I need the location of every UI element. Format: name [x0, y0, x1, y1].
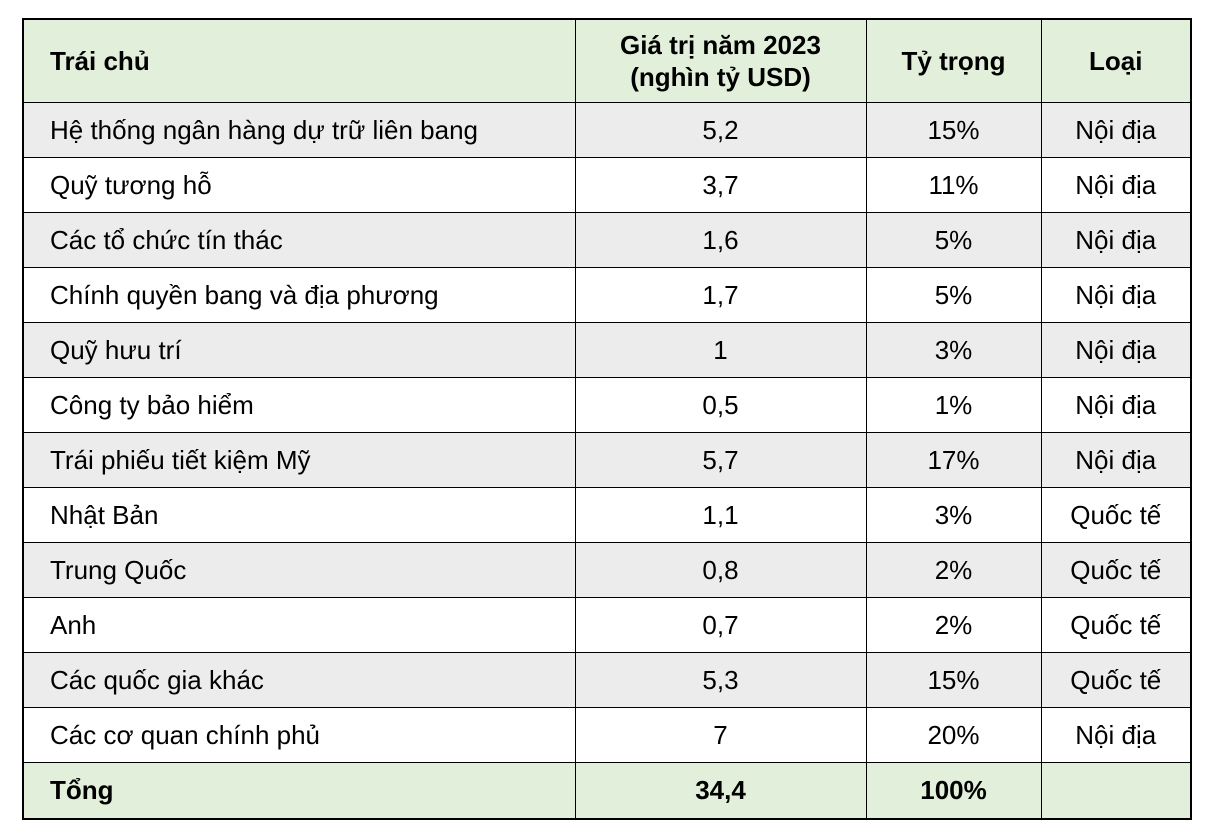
header-row: Trái chủ Giá trị năm 2023 (nghìn tỷ USD) T…: [22, 18, 1192, 103]
value-cell: Quốc tế: [1040, 652, 1192, 708]
header-cell: Trái chủ: [22, 18, 576, 103]
table-row: Các cơ quan chính phủ 7 20% Nội địa: [22, 707, 1192, 763]
value-cell: 0,8: [574, 542, 867, 598]
value-cell: Nội địa: [1040, 212, 1192, 268]
header-cell: Giá trị năm 2023 (nghìn tỷ USD): [574, 18, 867, 103]
total-label-cell: Tổng: [22, 762, 576, 820]
value-cell: Nội địa: [1040, 432, 1192, 488]
value-cell: Nội địa: [1040, 707, 1192, 763]
table-row: Nhật Bản 1,1 3% Quốc tế: [22, 487, 1192, 543]
bondholder-name-cell: Hệ thống ngân hàng dự trữ liên bang: [22, 102, 576, 158]
value-cell: 1: [574, 322, 867, 378]
table-row: Quỹ hưu trí 1 3% Nội địa: [22, 322, 1192, 378]
header-cell: Loại: [1040, 18, 1192, 103]
value-cell: 7: [574, 707, 867, 763]
value-cell: 15%: [865, 652, 1042, 708]
table-row: Anh 0,7 2% Quốc tế: [22, 597, 1192, 653]
value-cell: Nội địa: [1040, 267, 1192, 323]
table-row: Công ty bảo hiểm 0,5 1% Nội địa: [22, 377, 1192, 433]
value-cell: 3,7: [574, 157, 867, 213]
value-cell: 11%: [865, 157, 1042, 213]
bondholder-name-cell: Các cơ quan chính phủ: [22, 707, 576, 763]
value-cell: 5,2: [574, 102, 867, 158]
table-row: Quỹ tương hỗ 3,7 11% Nội địa: [22, 157, 1192, 213]
table-row: Trung Quốc 0,8 2% Quốc tế: [22, 542, 1192, 598]
value-cell: Quốc tế: [1040, 487, 1192, 543]
table-row: Các quốc gia khác 5,3 15% Quốc tế: [22, 652, 1192, 708]
total-value-cell: 34,4: [574, 762, 867, 820]
bondholder-name-cell: Trái phiếu tiết kiệm Mỹ: [22, 432, 576, 488]
bondholder-name-cell: Các quốc gia khác: [22, 652, 576, 708]
value-cell: 0,5: [574, 377, 867, 433]
value-cell: 0,7: [574, 597, 867, 653]
bondholder-name-cell: Trung Quốc: [22, 542, 576, 598]
value-cell: Quốc tế: [1040, 597, 1192, 653]
bondholder-name-cell: Nhật Bản: [22, 487, 576, 543]
bondholder-name-cell: Các tổ chức tín thác: [22, 212, 576, 268]
bondholder-name-cell: Chính quyền bang và địa phương: [22, 267, 576, 323]
value-cell: Nội địa: [1040, 377, 1192, 433]
total-value-cell: 100%: [865, 762, 1042, 820]
value-cell: Quốc tế: [1040, 542, 1192, 598]
table-row: Chính quyền bang và địa phương 1,7 5% Nội đ…: [22, 267, 1192, 323]
value-cell: 5%: [865, 212, 1042, 268]
table-row: Trái phiếu tiết kiệm Mỹ 5,7 17% Nội địa: [22, 432, 1192, 488]
value-cell: 5,3: [574, 652, 867, 708]
table-header: Trái chủ Giá trị năm 2023 (nghìn tỷ USD) T…: [22, 18, 1192, 103]
value-cell: 20%: [865, 707, 1042, 763]
table-footer: Tổng 34,4 100%: [22, 762, 1192, 820]
value-cell: 5,7: [574, 432, 867, 488]
value-cell: Nội địa: [1040, 322, 1192, 378]
footer-row: Tổng 34,4 100%: [22, 762, 1192, 820]
bondholder-name-cell: Anh: [22, 597, 576, 653]
value-cell: 1,1: [574, 487, 867, 543]
bondholder-table: Trái chủ Giá trị năm 2023 (nghìn tỷ USD) T…: [22, 18, 1192, 820]
value-cell: 1%: [865, 377, 1042, 433]
header-cell: Tỷ trọng: [865, 18, 1042, 103]
total-value-cell: [1040, 762, 1192, 820]
value-cell: 1,7: [574, 267, 867, 323]
value-cell: Nội địa: [1040, 157, 1192, 213]
value-cell: 2%: [865, 597, 1042, 653]
value-cell: 15%: [865, 102, 1042, 158]
bondholder-name-cell: Quỹ hưu trí: [22, 322, 576, 378]
value-cell: 17%: [865, 432, 1042, 488]
value-cell: 5%: [865, 267, 1042, 323]
table-row: Các tổ chức tín thác 1,6 5% Nội địa: [22, 212, 1192, 268]
table-row: Hệ thống ngân hàng dự trữ liên bang 5,2 15…: [22, 102, 1192, 158]
value-cell: 2%: [865, 542, 1042, 598]
value-cell: Nội địa: [1040, 102, 1192, 158]
value-cell: 3%: [865, 322, 1042, 378]
bondholder-name-cell: Công ty bảo hiểm: [22, 377, 576, 433]
table-body: Hệ thống ngân hàng dự trữ liên bang 5,2 15…: [22, 102, 1192, 763]
value-cell: 1,6: [574, 212, 867, 268]
bondholder-name-cell: Quỹ tương hỗ: [22, 157, 576, 213]
value-cell: 3%: [865, 487, 1042, 543]
